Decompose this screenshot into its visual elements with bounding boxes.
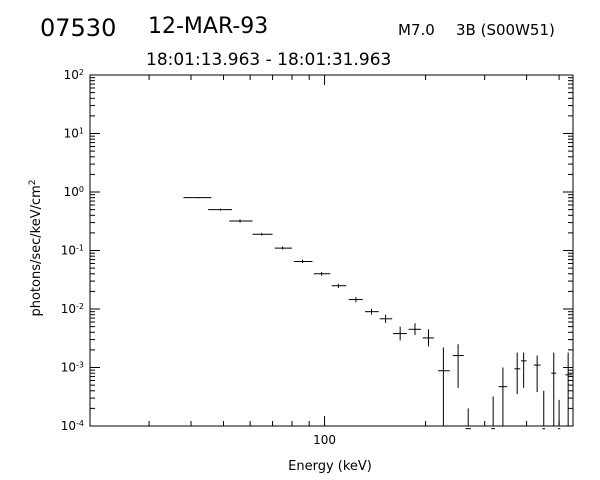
data-point — [491, 396, 495, 430]
data-point — [208, 208, 233, 211]
data-point — [514, 352, 521, 395]
data-point — [422, 329, 435, 347]
axes-frame — [89, 74, 574, 427]
data-point — [252, 232, 273, 236]
y-tick-label: 10-1 — [61, 243, 84, 258]
data-point — [533, 355, 541, 393]
data-point — [557, 399, 561, 430]
y-tick-label: 102 — [64, 68, 84, 83]
data-point — [313, 271, 331, 276]
data-point — [274, 246, 293, 250]
y-axis-label: photons/sec/keV/cm2 — [28, 179, 44, 316]
data-point — [183, 197, 212, 199]
data-point — [551, 352, 557, 426]
data-point — [438, 347, 450, 426]
x-axis-label: Energy (keV) — [288, 459, 372, 474]
data-point — [379, 314, 393, 323]
data-point — [331, 283, 347, 288]
y-tick-label: 10-3 — [61, 360, 84, 375]
data-point — [542, 390, 546, 430]
data-point — [293, 259, 313, 264]
flare-location: 3B (S00W51) — [456, 21, 555, 39]
event-id: 07530 — [40, 14, 117, 42]
data-point — [498, 367, 508, 426]
data-point — [521, 352, 527, 388]
x-tick-label: 100 — [313, 433, 336, 447]
y-tick-label: 101 — [64, 126, 84, 141]
time-range: 18:01:13.963 - 18:01:31.963 — [146, 50, 392, 70]
data-point — [365, 308, 379, 315]
flare-class: M7.0 — [398, 21, 435, 39]
data-point — [465, 408, 471, 430]
data-point — [408, 323, 422, 335]
y-tick-label: 100 — [64, 185, 84, 200]
data-point — [348, 297, 363, 303]
x-axis-ticks: 100 — [89, 75, 560, 447]
data-point — [393, 326, 407, 341]
data-point — [565, 352, 572, 426]
observation-date: 12-MAR-93 — [148, 14, 269, 39]
y-tick-label: 10-4 — [61, 419, 84, 434]
plot-frame — [89, 74, 574, 427]
data-points — [183, 197, 572, 430]
y-axis-ticks: 102 101 100 10-1 10-2 10-3 10-4 — [61, 68, 573, 434]
data-point — [452, 344, 464, 388]
data-point — [229, 219, 253, 223]
y-tick-label: 10-2 — [61, 302, 84, 317]
